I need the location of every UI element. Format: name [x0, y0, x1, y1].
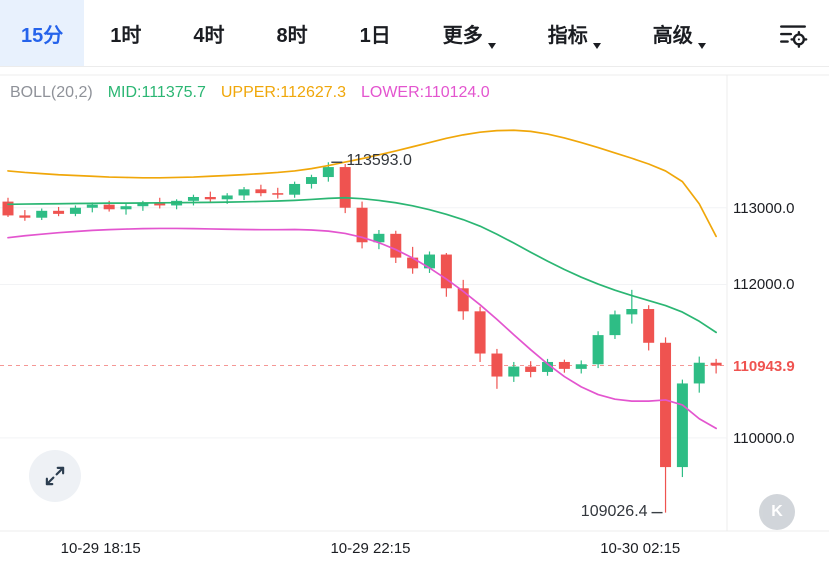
boll-mid-value: MID:111375.7 — [107, 84, 206, 101]
candle-body — [154, 203, 166, 206]
candle-body — [660, 342, 672, 468]
chevron-down-icon — [592, 43, 601, 49]
candle-body — [373, 233, 385, 243]
candle-body — [643, 309, 655, 343]
tab-1d[interactable]: 1日 — [334, 0, 417, 66]
tab-15min-label: 15分 — [21, 24, 64, 47]
candle-body — [491, 353, 503, 377]
candle-body — [339, 167, 351, 208]
tab-more[interactable]: 更多 — [417, 0, 522, 66]
candle-body — [2, 201, 14, 216]
candle-body — [474, 311, 486, 354]
candle-body — [53, 210, 65, 214]
candle-body — [710, 362, 722, 366]
tab-8h-label: 8时 — [276, 24, 308, 47]
fullscreen-expand-button[interactable] — [29, 450, 81, 502]
candle-body — [103, 204, 115, 210]
tab-4h[interactable]: 4时 — [167, 0, 250, 66]
candle-body — [440, 254, 452, 289]
candle-body — [558, 361, 570, 369]
candle-body — [19, 215, 31, 218]
candle-body — [86, 204, 98, 208]
candle-body — [255, 189, 267, 194]
watermark-letter: K — [771, 503, 783, 520]
indicator-name: BOLL(20,2) — [10, 84, 93, 101]
tab-8h[interactable]: 8时 — [251, 0, 334, 66]
candle-body — [676, 383, 688, 468]
chevron-down-icon — [487, 43, 496, 49]
boll-lower-line — [7, 227, 717, 430]
candle-body — [424, 254, 435, 269]
chart-settings-icon[interactable] — [775, 15, 811, 51]
tab-1h-label: 1时 — [110, 24, 142, 47]
timeframe-toolbar: 15分 1时 4时 8时 1日 更多 指标 高级 — [0, 0, 829, 67]
candle-body — [322, 167, 334, 178]
candle-body — [457, 288, 469, 312]
tab-4h-label: 4时 — [193, 24, 225, 47]
boll-lower-value: LOWER:110124.0 — [360, 84, 490, 101]
tab-1d-label: 1日 — [359, 24, 391, 47]
tab-more-label: 更多 — [442, 24, 483, 47]
candle-body — [626, 309, 638, 315]
candle-body — [272, 193, 284, 195]
candle-body — [289, 183, 301, 195]
candle-body — [137, 203, 149, 207]
candle-body — [204, 196, 216, 200]
candle-body — [508, 366, 520, 377]
candle-body — [525, 366, 537, 372]
candle-body — [305, 177, 317, 184]
candle-body — [120, 206, 132, 210]
candle-body — [407, 257, 419, 269]
candle-body — [592, 335, 604, 365]
candle-body — [356, 207, 368, 243]
expand-arrows-icon — [45, 466, 65, 486]
tab-indicators-label: 指标 — [547, 24, 588, 47]
candle-body — [36, 210, 48, 218]
chevron-down-icon — [697, 43, 706, 49]
boll-upper-line — [7, 129, 717, 238]
candle-body — [221, 195, 233, 200]
candle-body — [575, 364, 587, 369]
candle-body — [609, 314, 621, 336]
candle-body — [693, 362, 705, 384]
tab-advanced-label: 高级 — [652, 24, 693, 47]
boll-mid-line — [7, 196, 717, 334]
tab-advanced[interactable]: 高级 — [627, 0, 732, 66]
tab-indicators[interactable]: 指标 — [522, 0, 627, 66]
candle-body — [390, 233, 402, 258]
tab-1h[interactable]: 1时 — [84, 0, 167, 66]
candle-body — [187, 196, 199, 201]
boll-upper-value: UPPER:112627.3 — [220, 84, 346, 101]
candle-body — [238, 189, 250, 196]
exchange-watermark: K — [759, 494, 795, 530]
tab-15min[interactable]: 15分 — [0, 0, 85, 66]
candle-body — [69, 207, 81, 214]
toolbar-right — [775, 0, 829, 66]
indicator-legend: BOLL(20,2) MID:111375.7 UPPER:112627.3 L… — [10, 84, 490, 102]
candle-body — [542, 361, 554, 372]
